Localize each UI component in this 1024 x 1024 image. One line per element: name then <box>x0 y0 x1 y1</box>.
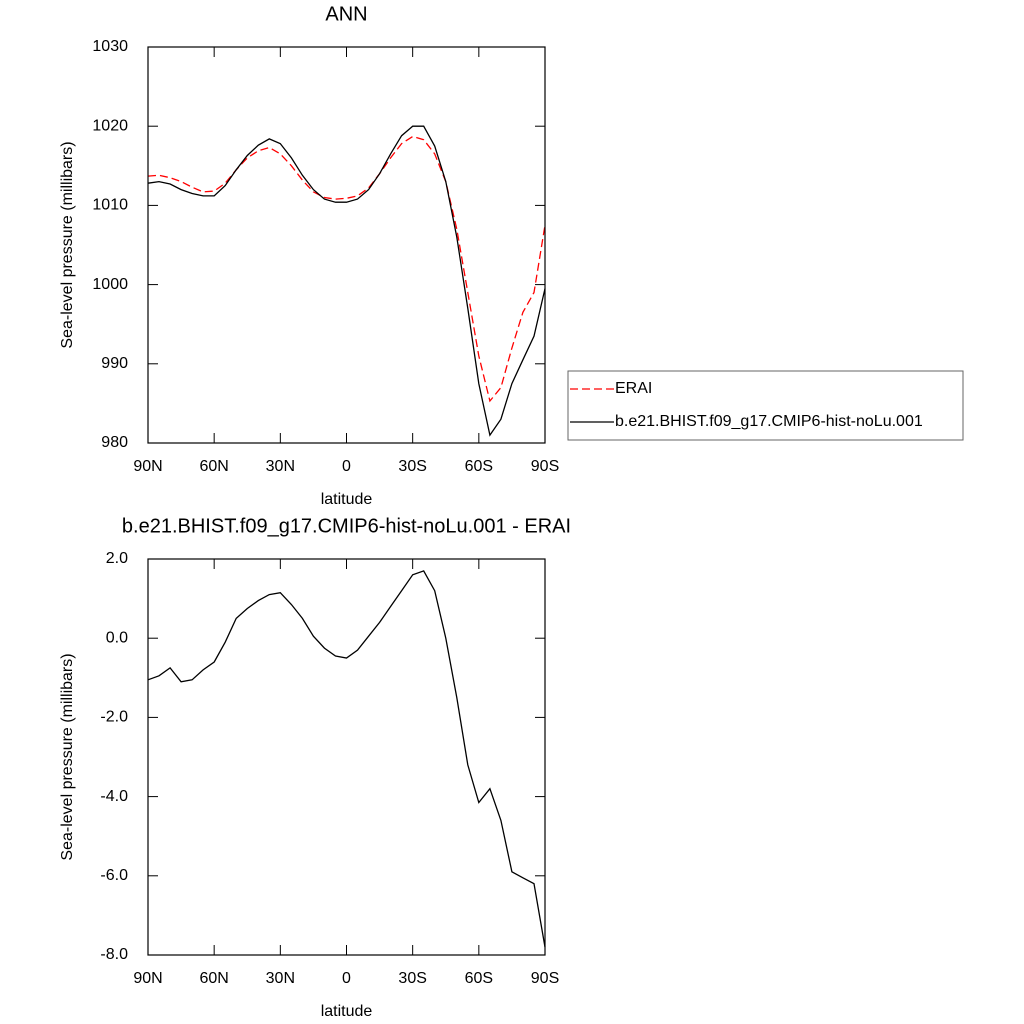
y-tick-label: 990 <box>101 355 128 372</box>
x-tick-label: 60S <box>465 458 493 475</box>
data-line <box>147 125 546 437</box>
x-tick-label: 30N <box>266 458 295 475</box>
chart-title: ANN <box>325 3 367 25</box>
y-tick-label: 980 <box>101 434 128 451</box>
chart-title: b.e21.BHIST.f09_g17.CMIP6-hist-noLu.001 … <box>122 515 571 537</box>
x-tick-label: 60S <box>465 970 493 987</box>
y-tick-label: 1010 <box>92 197 128 214</box>
x-tick-label: 0 <box>342 458 351 475</box>
x-tick-label: 90S <box>531 970 559 987</box>
y-tick-label: 1020 <box>92 117 128 134</box>
y-axis-label: Sea-level pressure (millibars) <box>59 653 76 860</box>
y-tick-label: -8.0 <box>100 946 128 963</box>
y-axis-label: Sea-level pressure (millibars) <box>59 141 76 348</box>
x-tick-label: 60N <box>199 970 228 987</box>
x-tick-label: 30N <box>266 970 295 987</box>
y-tick-label: -2.0 <box>100 709 128 726</box>
x-tick-label: 90N <box>133 458 162 475</box>
x-tick-label: 30S <box>398 458 426 475</box>
legend-label: ERAI <box>615 380 652 397</box>
x-tick-label: 0 <box>342 970 351 987</box>
y-tick-label: -6.0 <box>100 867 128 884</box>
x-axis-label: latitude <box>321 1003 373 1020</box>
x-tick-label: 90S <box>531 458 559 475</box>
legend-label: b.e21.BHIST.f09_g17.CMIP6-hist-noLu.001 <box>615 413 923 430</box>
legend-box <box>567 370 964 441</box>
plot-frame <box>147 46 546 444</box>
data-line <box>147 570 546 948</box>
y-tick-label: 1000 <box>92 276 128 293</box>
x-tick-label: 30S <box>398 970 426 987</box>
x-axis-label: latitude <box>321 491 373 508</box>
y-tick-label: 1030 <box>92 38 128 55</box>
y-tick-label: 0.0 <box>106 629 128 646</box>
x-tick-label: 60N <box>199 458 228 475</box>
data-line <box>147 135 546 403</box>
y-tick-label: 2.0 <box>106 550 128 567</box>
y-tick-label: -4.0 <box>100 788 128 805</box>
plot-frame <box>147 558 546 956</box>
x-tick-label: 90N <box>133 970 162 987</box>
